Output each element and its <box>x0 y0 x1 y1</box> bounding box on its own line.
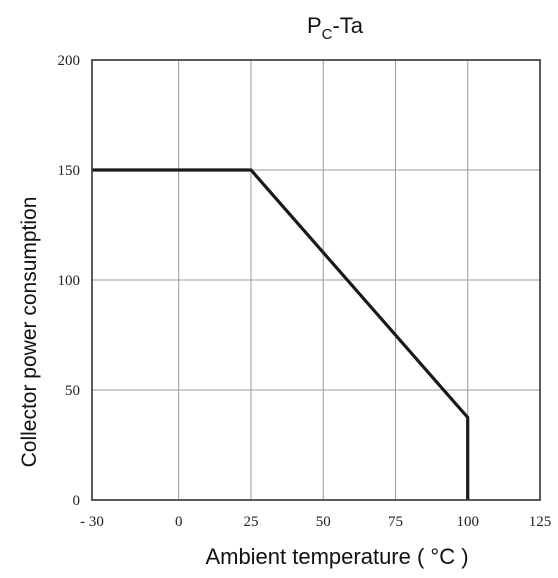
x-axis-label: Ambient temperature ( °C ) <box>205 544 468 569</box>
y-tick-label: 150 <box>58 163 81 179</box>
series-layer <box>92 168 470 500</box>
x-tick-label: 125 <box>529 514 552 530</box>
y-tick-label: 0 <box>73 493 81 509</box>
y-tick-label: 100 <box>58 273 81 289</box>
tick-labels: - 30 0 25 50 75 100 125 0 50 100 150 200 <box>58 53 552 530</box>
x-tick-label: 0 <box>175 514 183 530</box>
grid <box>92 60 540 500</box>
x-tick-label: 75 <box>388 514 403 530</box>
plot-frame <box>91 59 541 501</box>
series-line <box>92 168 470 500</box>
y-axis-label: Collector power consumption <box>18 197 41 468</box>
chart-title: PC-Ta <box>307 13 364 43</box>
chart-title-subscript: C <box>322 26 333 43</box>
y-tick-label: 200 <box>58 53 81 69</box>
x-tick-label: 50 <box>316 514 331 530</box>
y-tick-label: 50 <box>65 383 80 399</box>
x-tick-label: - 30 <box>80 514 104 530</box>
chart-title-rest: -Ta <box>332 13 363 38</box>
x-tick-label: 100 <box>456 514 479 530</box>
chart-title-main: P <box>307 13 322 38</box>
x-tick-label: 25 <box>243 514 258 530</box>
